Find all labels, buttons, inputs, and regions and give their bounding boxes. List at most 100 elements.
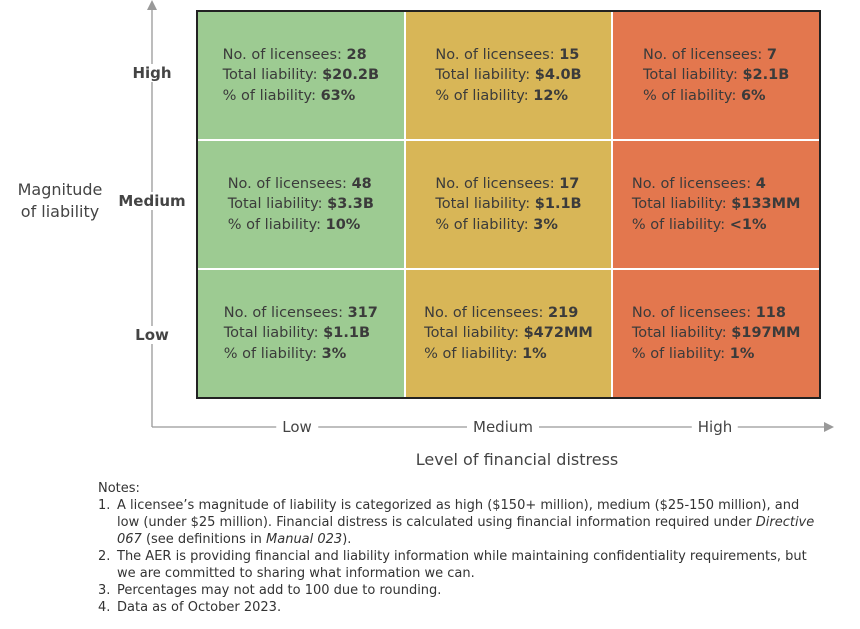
note-text: Percentages may not add to 100 due to ro… — [117, 582, 441, 599]
cell-line: Total liability: $4.0B — [435, 65, 581, 86]
note-number: 4. — [98, 600, 111, 615]
note-text: Data as of October 2023. — [117, 599, 281, 616]
cell-content: No. of licensees: 17 Total liability: $1.… — [435, 174, 581, 236]
cell-value: 12% — [533, 87, 568, 104]
note-item: 3. Percentages may not add to 100 due to … — [98, 582, 818, 599]
cell-line: No. of licensees: 48 — [228, 174, 374, 195]
cell-line: % of liability: <1% — [632, 215, 801, 236]
cell-label: Total liability: — [227, 196, 323, 213]
cell-value: 3% — [321, 345, 347, 362]
x-level-label: Medium — [467, 418, 539, 436]
y-level-label: Medium — [112, 192, 192, 210]
cell-value: $1.1B — [323, 325, 370, 342]
cell-line: Total liability: $1.1B — [224, 323, 378, 344]
cell-value: $1.1B — [534, 196, 582, 213]
cell-label: Total liability: — [631, 325, 727, 342]
cell-value: 15 — [559, 46, 580, 63]
cell-line: Total liability: $1.1B — [435, 194, 581, 215]
note-text: The AER is providing financial and liabi… — [117, 548, 818, 582]
cell-line: No. of licensees: 118 — [632, 303, 801, 324]
note-reference: Directive 067 — [117, 515, 815, 547]
cell-label: No. of licensees: — [435, 175, 555, 192]
cell-line: Total liability: $133MM — [632, 194, 801, 215]
note-segment: A licensee’s magnitude of liability is c… — [117, 498, 800, 530]
cell-line: No. of licensees: 317 — [224, 303, 378, 324]
matrix-cell: No. of licensees: 7 Total liability: $2.1… — [613, 12, 819, 139]
cell-value: 4 — [755, 175, 766, 192]
cell-value: 6% — [740, 87, 766, 104]
cell-line: Total liability: $197MM — [632, 323, 801, 344]
note-segment: Percentages may not add to 100 due to ro… — [117, 583, 442, 598]
cell-label: No. of licensees: — [222, 46, 342, 63]
note-segment: Data as of October 2023. — [117, 600, 282, 615]
note-text: A licensee’s magnitude of liability is c… — [117, 497, 818, 548]
cell-label: Total liability: — [222, 67, 318, 84]
cell-label: % of liability: — [223, 345, 318, 362]
note-item: 1. A licensee’s magnitude of liability is… — [98, 497, 818, 548]
cell-label: % of liability: — [643, 87, 737, 104]
cell-line: Total liability: $3.3B — [228, 194, 374, 215]
cell-line: No. of licensees: 4 — [632, 174, 801, 195]
cell-label: Total liability: — [435, 67, 531, 84]
note-segment: ). — [342, 532, 352, 547]
notes-title: Notes: — [98, 481, 140, 496]
x-arrow — [824, 422, 834, 432]
cell-label: % of liability: — [631, 216, 726, 233]
cell-label: No. of licensees: — [435, 46, 555, 63]
cell-label: % of liability: — [222, 87, 316, 104]
matrix-cell: No. of licensees: 118 Total liability: $1… — [613, 270, 819, 397]
cell-line: % of liability: 10% — [228, 215, 374, 236]
x-level-label: High — [691, 418, 739, 436]
note-number: 1. — [98, 498, 111, 513]
x-level-label: Low — [276, 418, 318, 436]
cell-value: 17 — [559, 175, 580, 192]
cell-content: No. of licensees: 48 Total liability: $3.… — [228, 174, 374, 236]
cell-line: % of liability: 1% — [424, 344, 593, 365]
cell-value: 7 — [766, 46, 777, 63]
cell-label: No. of licensees: — [227, 175, 347, 192]
cell-line: % of liability: 12% — [435, 86, 581, 107]
cell-value: 10% — [325, 216, 361, 233]
cell-content: No. of licensees: 7 Total liability: $2.1… — [643, 45, 789, 107]
cell-label: No. of licensees: — [631, 304, 752, 321]
x-axis-title: Level of financial distress — [415, 450, 619, 469]
matrix-cell: No. of licensees: 28 Total liability: $20… — [198, 12, 404, 139]
cell-line: % of liability: 3% — [435, 215, 581, 236]
note-number: 2. — [98, 549, 111, 564]
cell-value: $20.2B — [322, 67, 379, 84]
cell-value: 3% — [533, 216, 558, 233]
cell-value: 118 — [755, 304, 786, 321]
cell-line: No. of licensees: 219 — [424, 303, 593, 324]
note-item: 4. Data as of October 2023. — [98, 599, 818, 616]
cell-line: No. of licensees: 7 — [643, 45, 789, 66]
y-arrow — [147, 0, 157, 10]
cell-label: Total liability: — [631, 196, 727, 213]
cell-value: $133MM — [731, 196, 801, 213]
cell-line: Total liability: $2.1B — [643, 65, 789, 86]
cell-label: % of liability: — [227, 216, 322, 233]
cell-value: <1% — [729, 216, 767, 233]
cell-line: % of liability: 3% — [224, 344, 378, 365]
cell-value: 63% — [320, 87, 356, 104]
cell-line: No. of licensees: 28 — [223, 45, 379, 66]
cell-value: $3.3B — [327, 196, 374, 213]
note-segment: (see definitions in — [141, 532, 267, 547]
cell-label: % of liability: — [424, 345, 518, 362]
y-axis-title: Magnitude of liability — [17, 180, 103, 221]
cell-value: 219 — [548, 304, 579, 321]
note-number: 3. — [98, 583, 111, 598]
cell-label: % of liability: — [435, 87, 529, 104]
cell-label: No. of licensees: — [424, 304, 544, 321]
cell-content: No. of licensees: 15 Total liability: $4.… — [435, 45, 581, 107]
cell-label: No. of licensees: — [643, 46, 763, 63]
cell-line: % of liability: 63% — [223, 86, 379, 107]
cell-content: No. of licensees: 118 Total liability: $1… — [632, 303, 801, 365]
cell-label: No. of licensees: — [223, 304, 343, 321]
cell-value: $2.1B — [742, 67, 790, 84]
cell-line: Total liability: $20.2B — [223, 65, 379, 86]
cell-content: No. of licensees: 28 Total liability: $20… — [223, 45, 379, 107]
cell-value: 1% — [522, 345, 547, 362]
cell-label: % of liability: — [631, 345, 726, 362]
cell-label: Total liability: — [424, 325, 519, 342]
cell-value: 317 — [347, 304, 378, 321]
